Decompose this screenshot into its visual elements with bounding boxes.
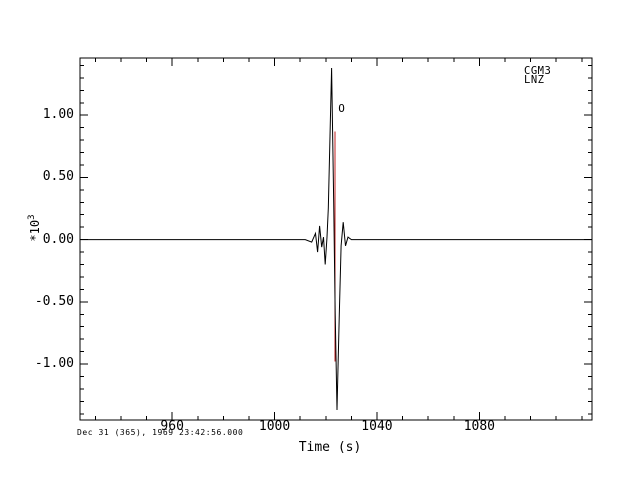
x-tick-label: 1000 bbox=[258, 419, 291, 434]
y-tick-label: 1.00 bbox=[42, 107, 74, 123]
station-name-label: CGM3 bbox=[524, 65, 552, 77]
x-axis-label: Time (s) bbox=[298, 440, 362, 455]
channel-name-label: LNZ bbox=[524, 73, 545, 86]
plot-frame bbox=[79, 57, 593, 421]
seismogram-trace bbox=[80, 67, 592, 411]
x-tick-label: 1080 bbox=[463, 419, 496, 434]
x-tick-label: 960 bbox=[160, 419, 184, 434]
y-tick-label: 0.00 bbox=[42, 231, 74, 247]
station-block: CGM3 LNZ bbox=[524, 65, 552, 86]
y-tick-label: 0.50 bbox=[42, 169, 74, 185]
y-tick-label: -1.00 bbox=[34, 356, 74, 372]
y-axis-exponent: 3 bbox=[27, 214, 37, 220]
trace-start-timestamp: Dec 31 (365), 1969 23:42:56.000 bbox=[77, 428, 244, 437]
y-axis-label: *103 bbox=[25, 198, 42, 258]
origin-marker-label: O bbox=[338, 101, 345, 115]
x-tick-label: 1040 bbox=[361, 419, 393, 434]
y-tick-label: -0.50 bbox=[34, 293, 74, 309]
